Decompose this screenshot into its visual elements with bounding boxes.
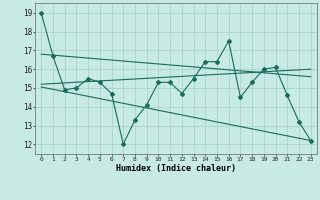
X-axis label: Humidex (Indice chaleur): Humidex (Indice chaleur) (116, 164, 236, 173)
